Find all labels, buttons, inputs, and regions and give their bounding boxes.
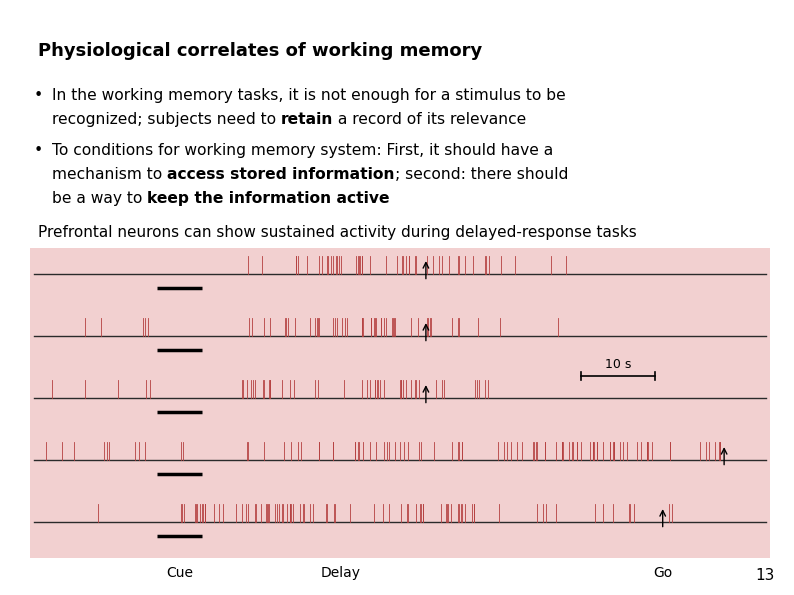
Text: Delay: Delay xyxy=(321,566,360,580)
Text: recognized; subjects need to: recognized; subjects need to xyxy=(52,112,281,127)
Text: In the working memory tasks, it is not enough for a stimulus to be: In the working memory tasks, it is not e… xyxy=(52,88,566,103)
Text: Cue: Cue xyxy=(166,566,193,580)
Bar xyxy=(30,248,770,558)
Text: Prefrontal neurons can show sustained activity during delayed-response tasks: Prefrontal neurons can show sustained ac… xyxy=(38,225,637,240)
Text: keep the information active: keep the information active xyxy=(147,191,390,206)
Text: •: • xyxy=(34,143,43,158)
Text: •: • xyxy=(34,88,43,103)
Text: Go: Go xyxy=(653,566,673,580)
Text: be a way to: be a way to xyxy=(52,191,147,206)
Text: a record of its relevance: a record of its relevance xyxy=(333,112,526,127)
Text: 10 s: 10 s xyxy=(605,358,631,371)
Text: To conditions for working memory system: First, it should have a: To conditions for working memory system:… xyxy=(52,143,553,158)
Text: retain: retain xyxy=(281,112,333,127)
Text: ; second: there should: ; second: there should xyxy=(395,167,568,182)
Text: 13: 13 xyxy=(756,568,775,583)
Text: Physiological correlates of working memory: Physiological correlates of working memo… xyxy=(38,42,482,60)
Text: mechanism to: mechanism to xyxy=(52,167,167,182)
Text: access stored information: access stored information xyxy=(167,167,395,182)
